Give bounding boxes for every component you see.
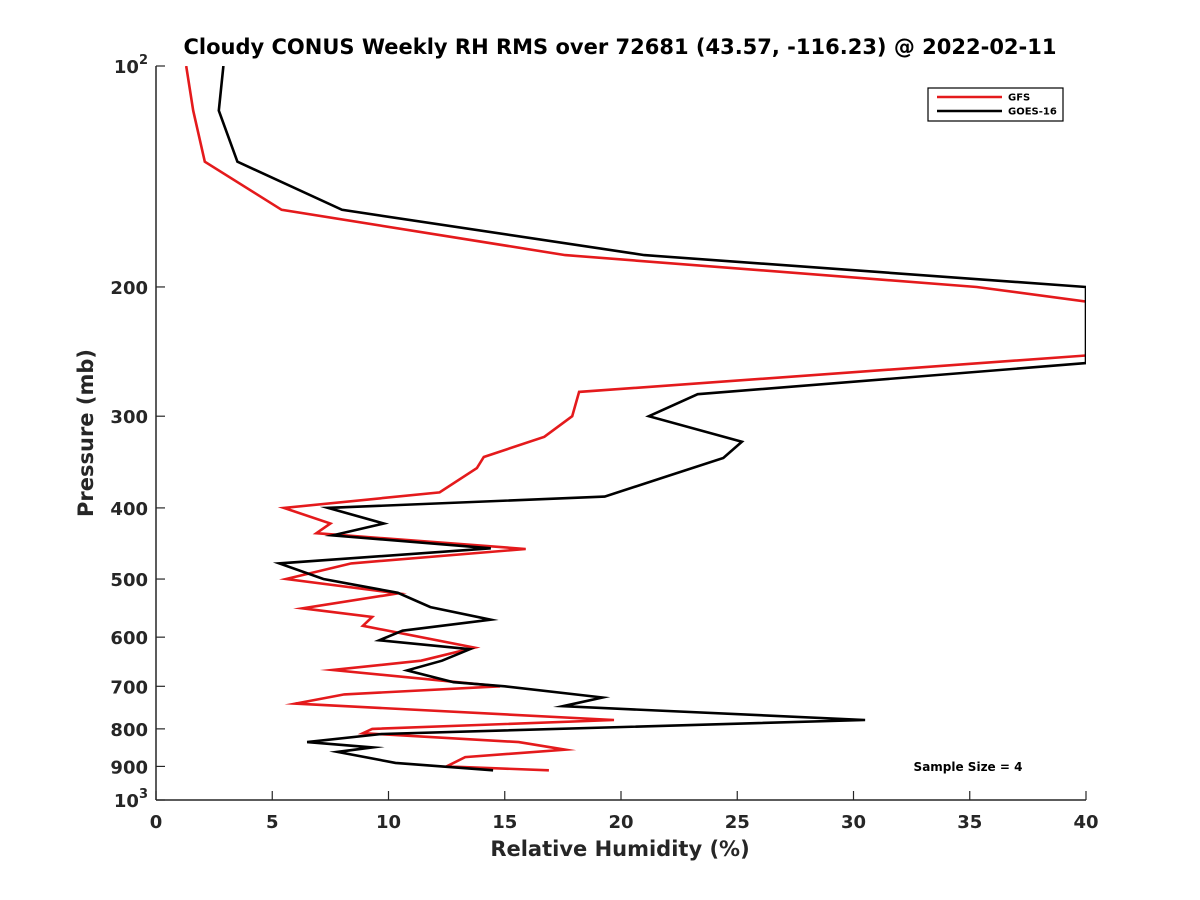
x-tick-label: 15 [492, 812, 517, 833]
y-ticks: 102 200 300 400 500 600 700 800 900 103 [110, 53, 165, 812]
x-tick-label: 10 [376, 812, 401, 833]
legend-box [927, 87, 1064, 122]
series-line-goes-16 [217, 66, 1086, 772]
sample-size-annotation: Sample Size = 4 [914, 760, 1023, 774]
x-tick-label: 20 [608, 812, 633, 833]
x-tick-label: 25 [725, 812, 750, 833]
legend-label: GFS [1008, 93, 1030, 104]
x-tick-label: 40 [1073, 812, 1098, 833]
y-tick-label: 300 [110, 407, 148, 428]
x-tick-label: 35 [957, 812, 982, 833]
x-tick-label: 5 [266, 812, 279, 833]
y-tick-label: 600 [110, 628, 148, 649]
legend-label: GOES-16 [1008, 107, 1057, 118]
y-tick-label: 900 [110, 757, 148, 778]
legend-entries: GFS GOES-16 [937, 93, 1057, 118]
y-tick-label: 700 [110, 677, 148, 698]
y-tick-label: 103 [114, 787, 148, 812]
series-line-gfs [184, 66, 1086, 772]
plot-background [156, 66, 1086, 800]
x-axis-label: Relative Humidity (%) [490, 837, 749, 861]
series-group [184, 66, 1086, 772]
y-tick-label: 102 [114, 53, 148, 78]
legend: GFS GOES-16 [927, 87, 1064, 122]
y-tick-label: 400 [110, 499, 148, 520]
x-tick-label: 30 [841, 812, 866, 833]
y-tick-label: 200 [110, 278, 148, 299]
plot-area: 0 5 10 15 20 25 30 35 40 102 200 300 400 500 600 700 80… [110, 53, 1098, 833]
x-ticks: 0 5 10 15 20 25 30 35 40 [150, 791, 1099, 833]
y-tick-label: 800 [110, 720, 148, 741]
x-tick-label: 0 [150, 812, 163, 833]
y-tick-label: 500 [110, 570, 148, 591]
chart-title: Cloudy CONUS Weekly RH RMS over 72681 (4… [184, 35, 1057, 59]
y-axis-label: Pressure (mb) [74, 349, 98, 517]
